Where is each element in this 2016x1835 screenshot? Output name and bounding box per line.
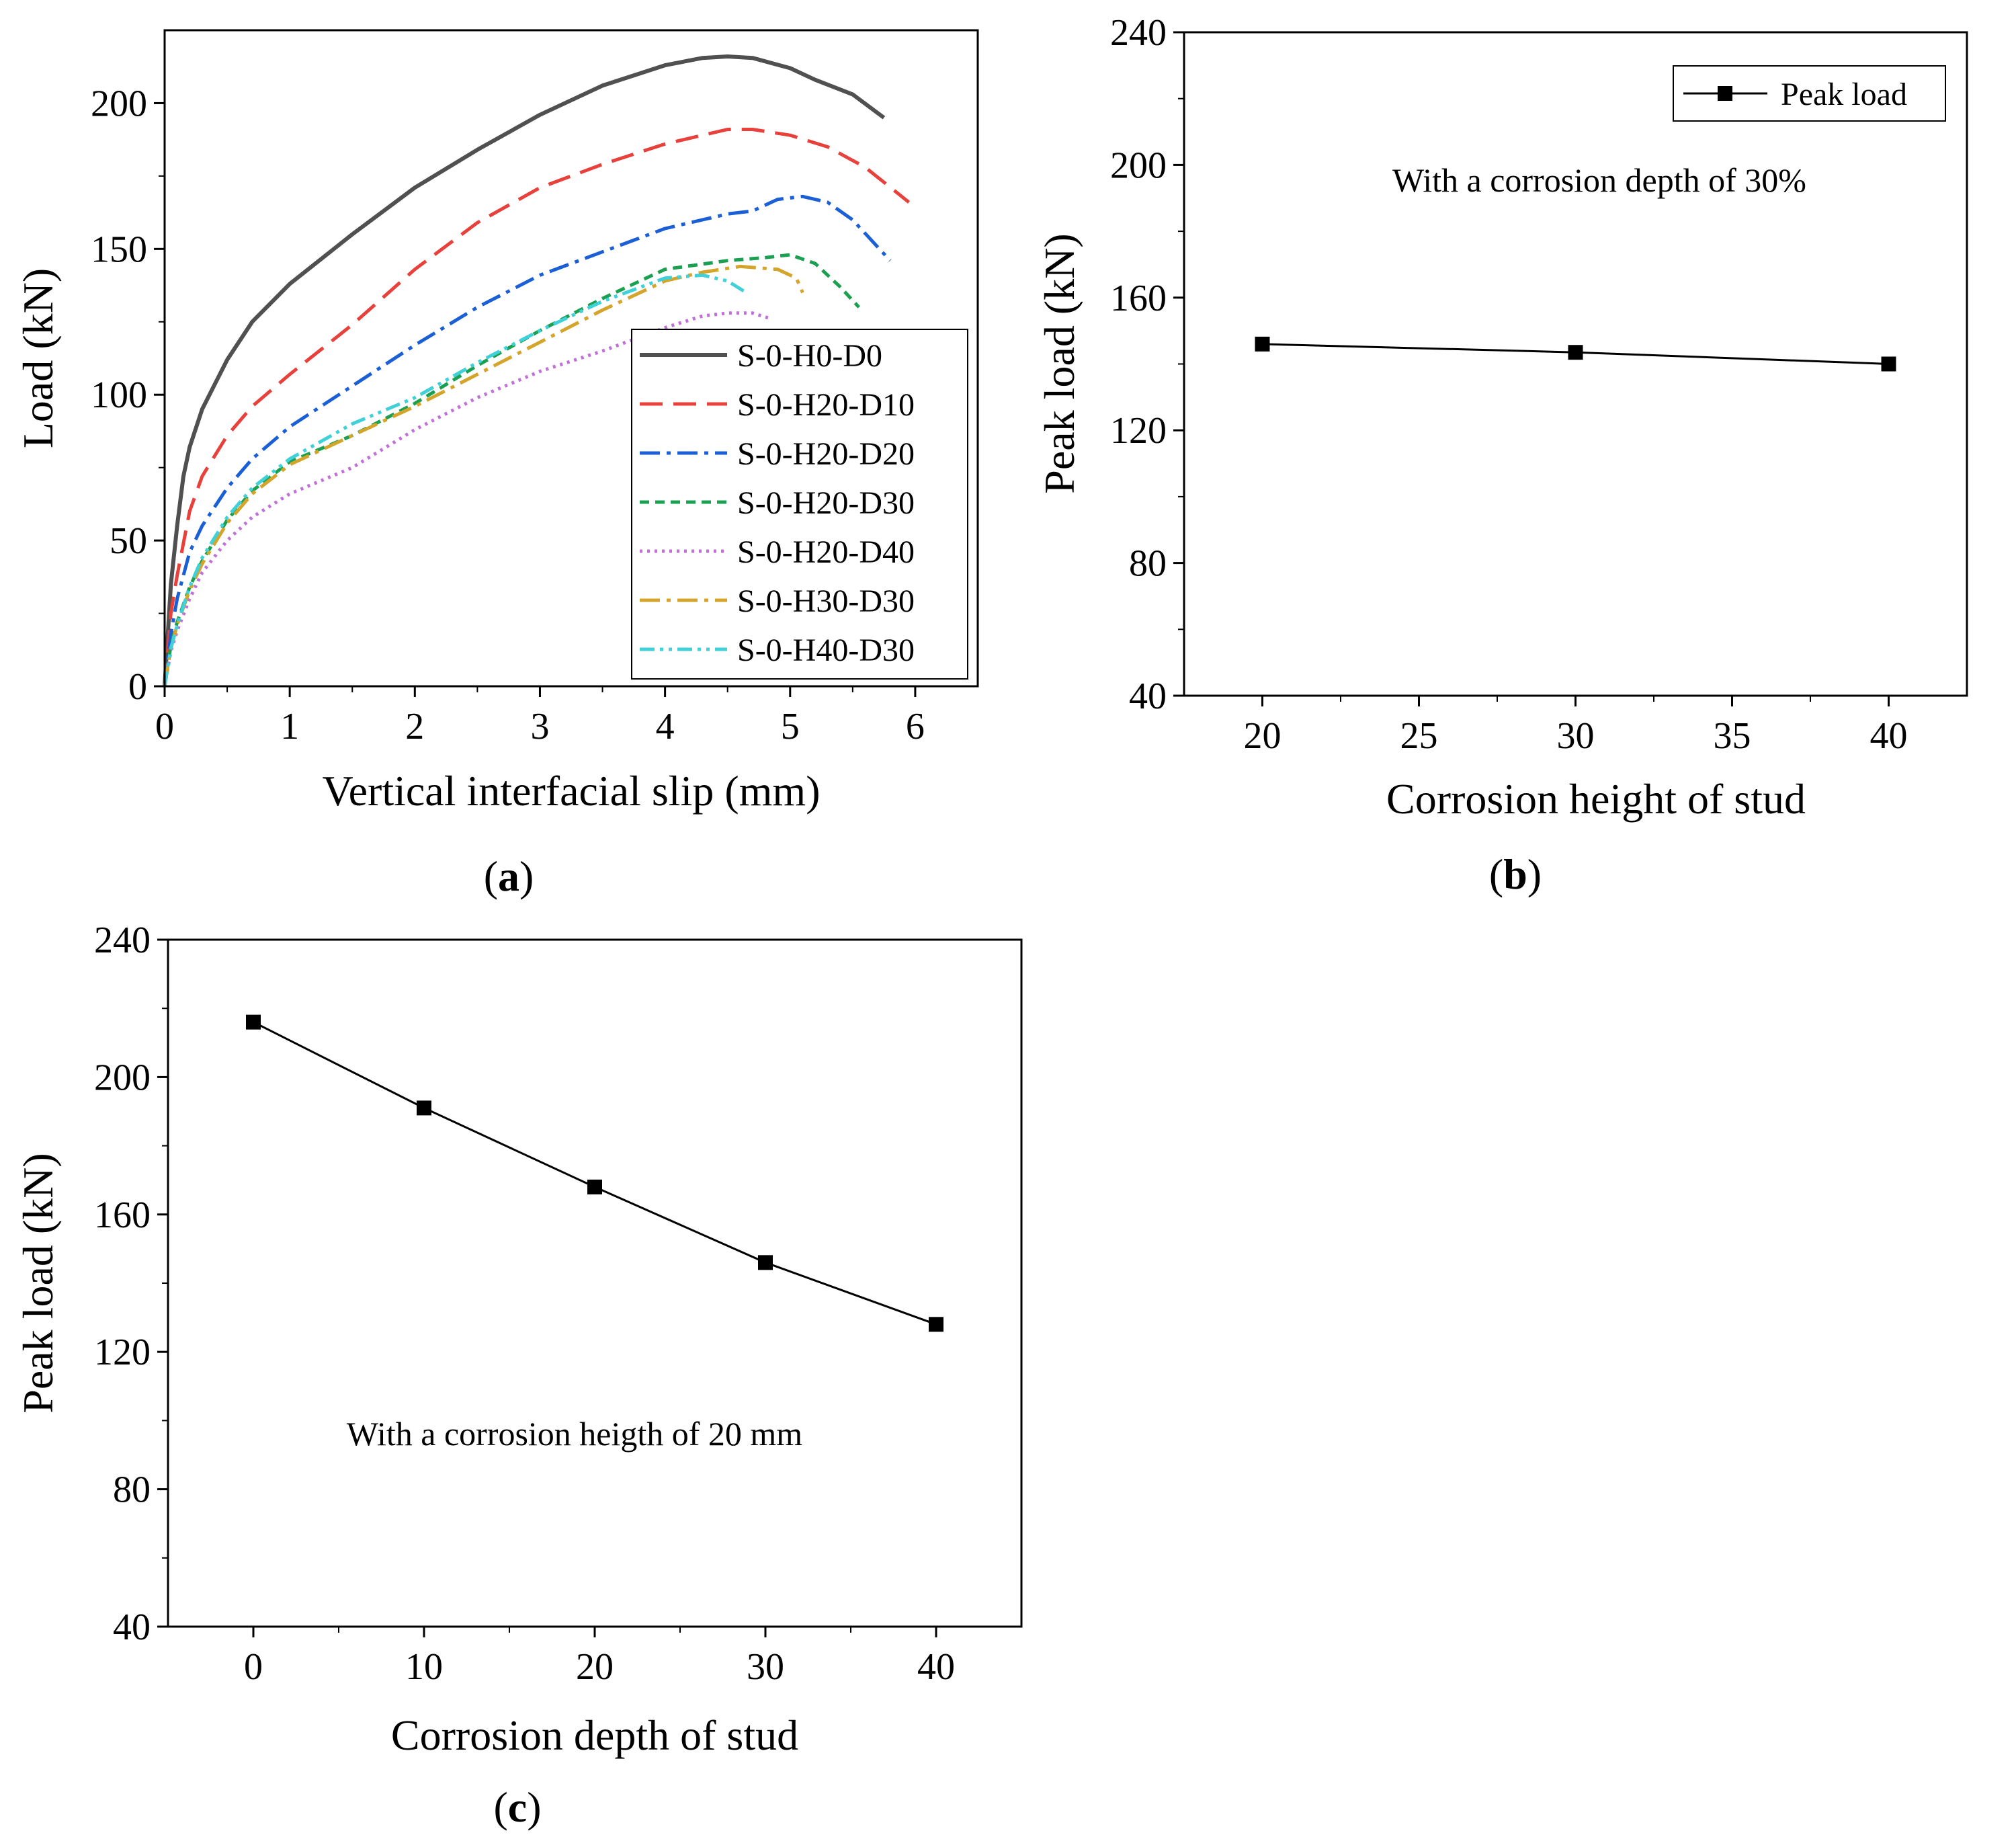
legend-label: S-0-H20-D20	[737, 436, 915, 472]
series-line	[163, 273, 747, 687]
x-axis-title: Corrosion height of stud	[1386, 775, 1806, 823]
x-tick-label: 30	[1557, 715, 1595, 757]
y-tick-label: 200	[94, 1057, 151, 1098]
x-tick-label: 4	[656, 706, 675, 747]
panel-letter: c	[508, 1783, 527, 1831]
y-tick-label: 40	[1129, 676, 1167, 717]
data-point	[1881, 356, 1896, 372]
legend-label: S-0-H0-D0	[737, 338, 882, 374]
series-line	[163, 264, 804, 687]
panel-letter: b	[1503, 850, 1527, 898]
legend: Peak load	[1673, 65, 1946, 122]
x-tick-label: 0	[155, 706, 174, 747]
series-line	[163, 54, 886, 687]
series-group	[1255, 336, 1896, 372]
chart-panel-b: 20 25 30 35 40 40 80 120 160 200 240 With a corros…	[1036, 12, 1968, 898]
legend-label: Peak load	[1781, 77, 1907, 112]
y-tick-label: 150	[91, 229, 147, 270]
y-tick-label: 240	[1110, 12, 1167, 54]
axes-group: 0 10 20 30 40 40 80 120 160 200 240	[94, 920, 955, 1688]
y-axis-title: Load (kN)	[14, 268, 62, 448]
legend-box	[631, 329, 968, 680]
chart-panel-c: 0 10 20 30 40 40 80 120 160 200 240 With a corrosi…	[14, 920, 1023, 1831]
x-tick-label: 20	[576, 1646, 614, 1688]
y-tick-label: 120	[1110, 410, 1167, 452]
legend-label: S-0-H20-D10	[737, 387, 915, 423]
data-point	[1568, 345, 1583, 360]
y-tick-label: 200	[1110, 145, 1167, 186]
chart-panel-a: 0 1 2 3 4 5 6 0 50 100 150 200 Vertical interfacial…	[14, 29, 979, 900]
legend-label: S-0-H40-D30	[737, 633, 915, 668]
y-tick-label: 160	[1110, 278, 1167, 319]
axes-group: 20 25 30 35 40 40 80 120 160 200 240	[1110, 12, 1908, 757]
series-line	[163, 128, 911, 687]
y-tick-label: 80	[1129, 543, 1167, 585]
x-tick-label: 30	[747, 1646, 784, 1688]
legend-label: S-0-H20-D30	[737, 485, 915, 521]
annotation: With a corrosion heigth of 20 mm	[347, 1415, 803, 1453]
x-tick-label: 0	[244, 1646, 263, 1688]
x-tick-label: 25	[1400, 715, 1438, 757]
series-group	[163, 54, 911, 687]
panel-label: (c)	[493, 1783, 541, 1831]
panel-label: (a)	[484, 852, 534, 900]
annotation: With a corrosion depth of 30%	[1392, 161, 1806, 199]
legend: S-0-H0-D0 S-0-H20-D10 S-0-H20-D20 S-0-H20-D…	[631, 329, 968, 680]
panel-label: (b)	[1489, 850, 1542, 898]
x-tick-label: 3	[530, 706, 549, 747]
x-tick-label: 2	[405, 706, 424, 747]
y-tick-label: 80	[113, 1469, 151, 1511]
x-tick-label: 5	[781, 706, 800, 747]
y-tick-label: 160	[94, 1194, 151, 1236]
data-point	[246, 1014, 261, 1030]
legend-label: S-0-H30-D30	[737, 583, 915, 619]
x-tick-label: 6	[906, 706, 925, 747]
x-tick-label: 1	[280, 706, 299, 747]
data-point	[587, 1179, 602, 1194]
data-point	[1255, 336, 1270, 352]
x-tick-label: 35	[1714, 715, 1751, 757]
panel-letter: a	[498, 852, 519, 900]
data-point	[417, 1100, 431, 1116]
axes-group: 0 1 2 3 4 5 6 0 50 100 150 200	[91, 83, 925, 747]
data-point	[758, 1255, 773, 1270]
legend-marker	[1718, 86, 1732, 101]
legend-label: S-0-H20-D40	[737, 534, 915, 570]
x-tick-label: 10	[405, 1646, 443, 1688]
y-tick-label: 100	[91, 374, 147, 416]
x-tick-label: 20	[1244, 715, 1282, 757]
y-tick-label: 200	[91, 83, 147, 124]
data-point	[929, 1317, 943, 1332]
y-tick-label: 0	[128, 666, 147, 708]
y-tick-label: 120	[94, 1332, 151, 1373]
y-tick-label: 50	[110, 520, 147, 562]
x-axis-title: Vertical interfacial slip (mm)	[322, 767, 820, 815]
series-line	[163, 253, 861, 687]
x-tick-label: 40	[1870, 715, 1908, 757]
y-tick-label: 240	[94, 920, 151, 961]
x-axis-title: Corrosion depth of stud	[391, 1711, 798, 1759]
x-tick-label: 40	[917, 1646, 955, 1688]
plot-frame	[163, 29, 979, 688]
y-axis-title: Peak load (kN)	[14, 1153, 62, 1413]
y-axis-title: Peak load (kN)	[1036, 233, 1083, 493]
y-tick-label: 40	[113, 1606, 151, 1648]
series-group	[246, 1014, 943, 1332]
